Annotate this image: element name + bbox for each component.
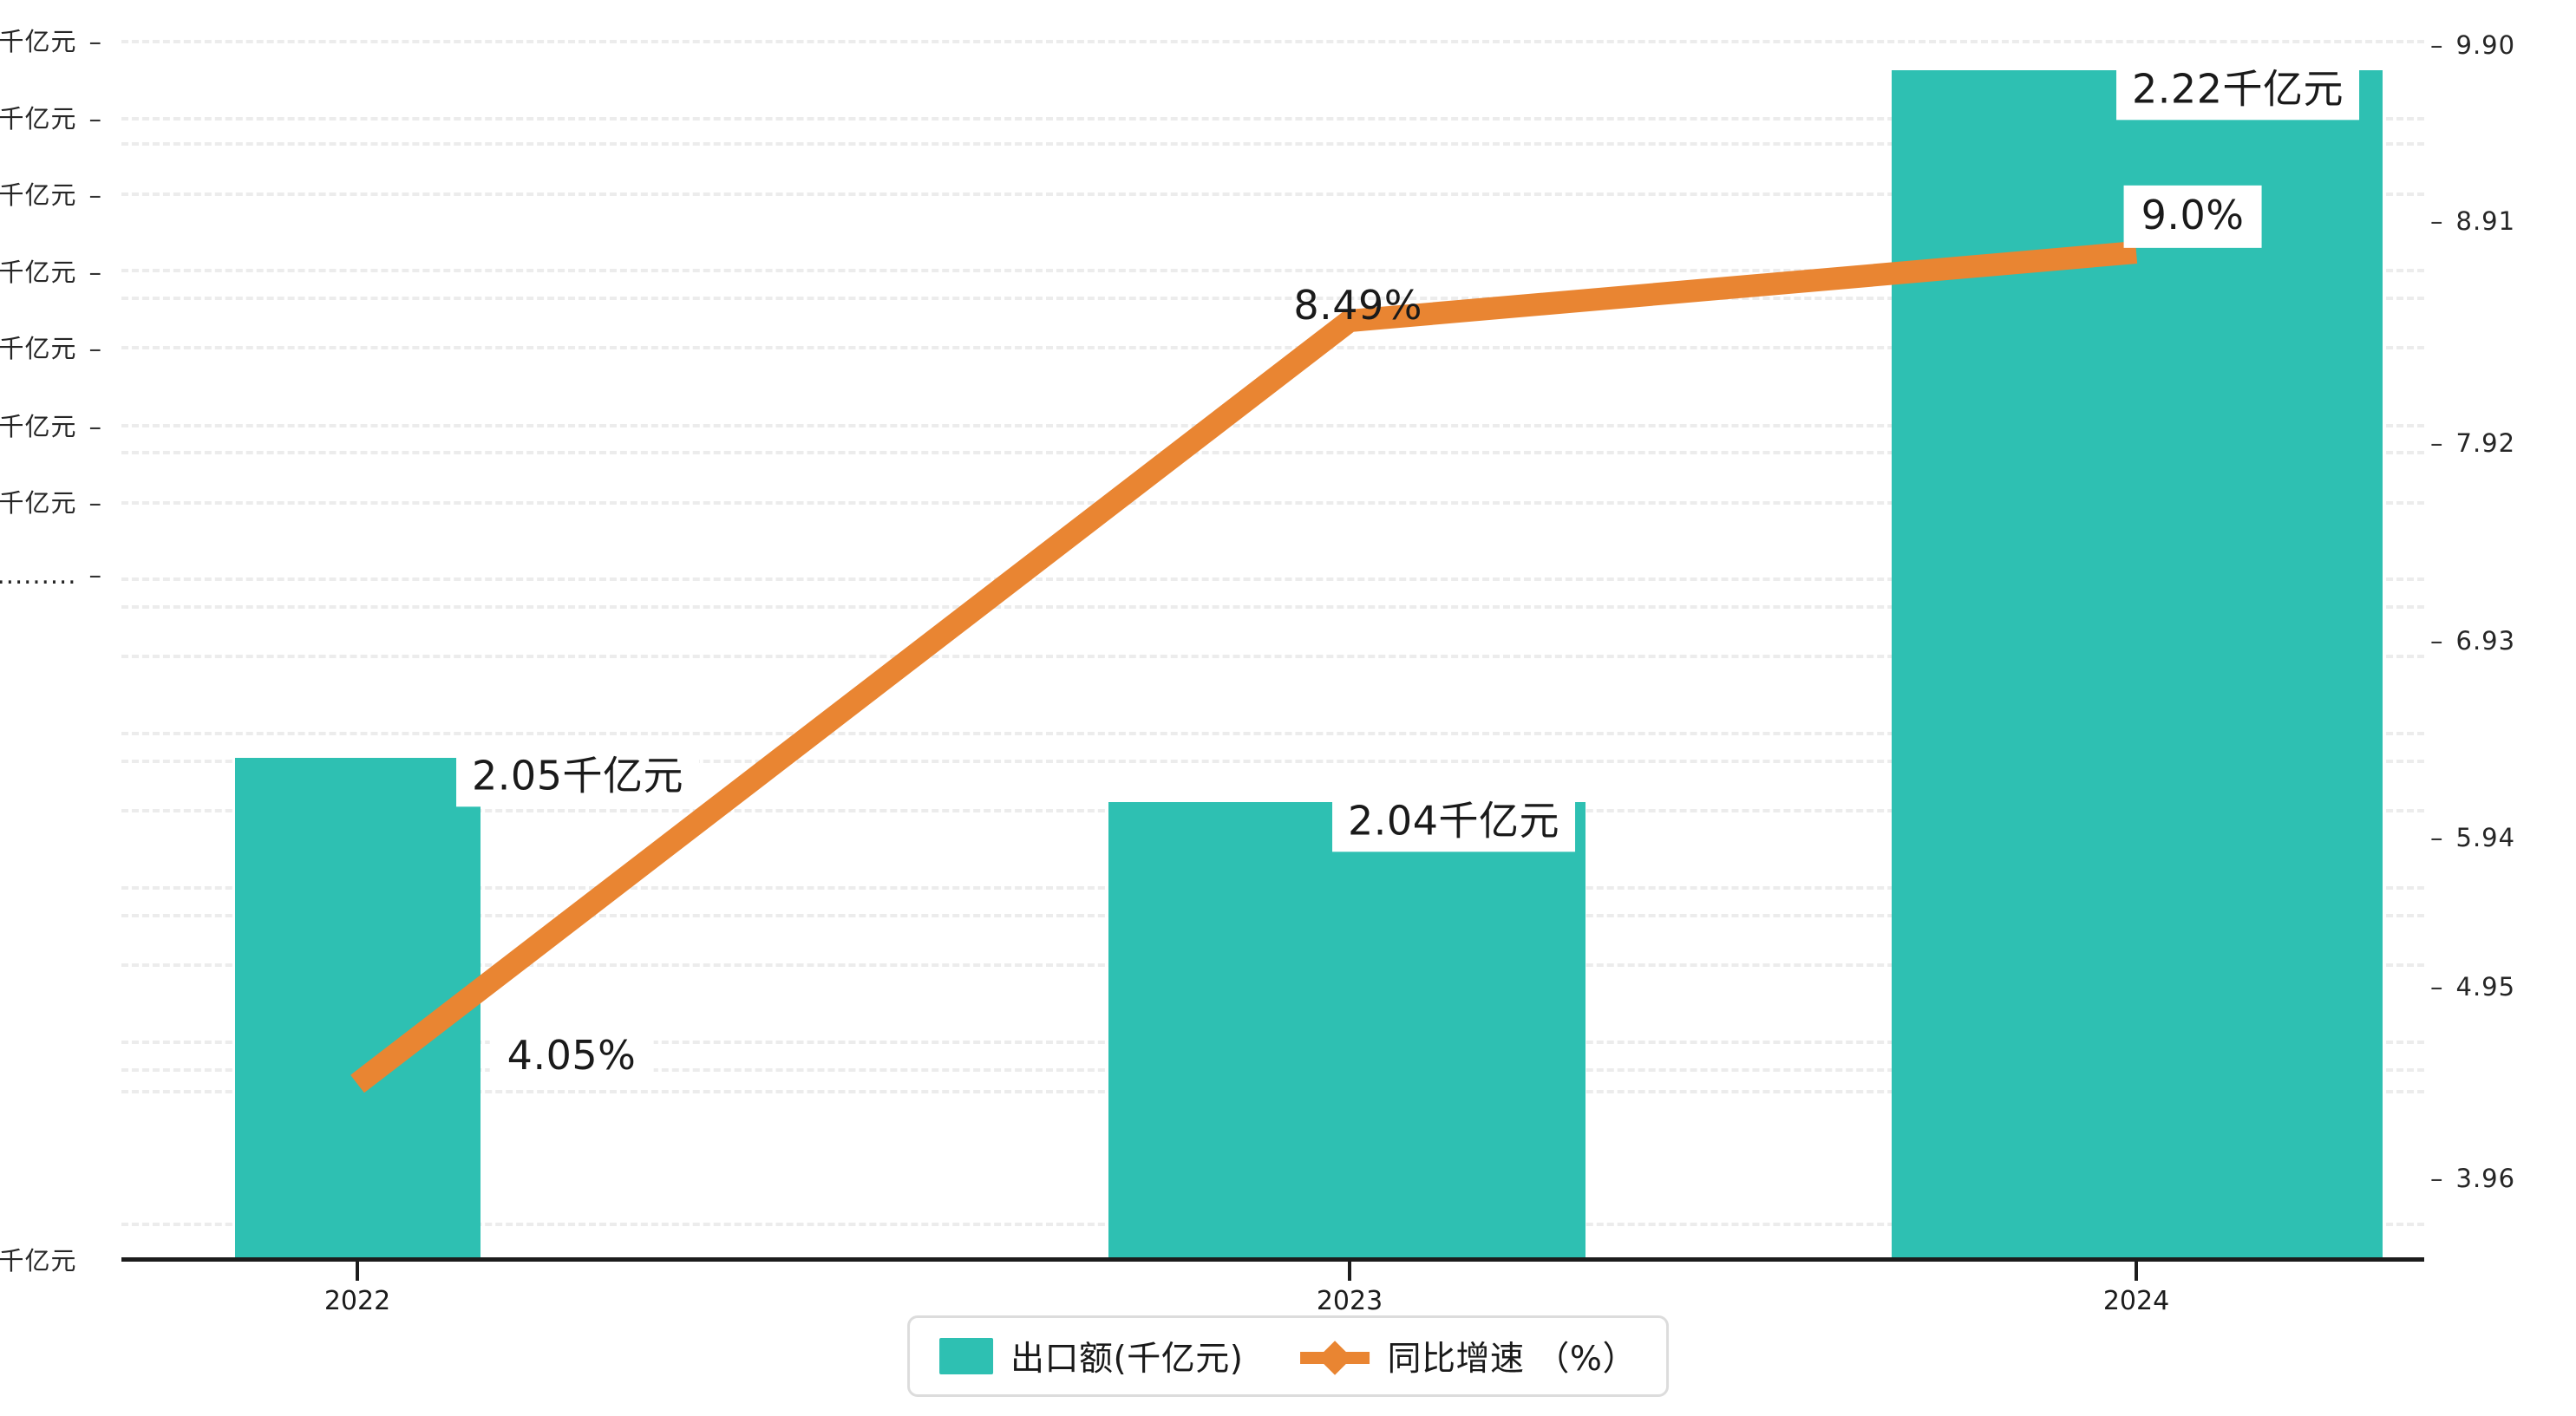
ytick-right-0: –9.90 xyxy=(2430,30,2516,60)
bar-2023[interactable] xyxy=(1108,802,1354,1259)
bar-2024[interactable] xyxy=(1892,70,2383,1259)
ytick-left-8: 0千亿元– xyxy=(0,1241,102,1277)
tick-dash: – xyxy=(2430,428,2444,458)
gridline xyxy=(121,142,2424,146)
ytick-right-6: –3.96 xyxy=(2430,1164,2516,1193)
tick-dash: – xyxy=(88,104,102,134)
tick-dash: – xyxy=(2430,1164,2444,1193)
tick-dash: – xyxy=(2430,626,2444,656)
tick-dash: – xyxy=(88,180,102,210)
ytick-left-1: 2.18千亿元– xyxy=(0,104,102,134)
ytick-left-3: 2.11千亿元– xyxy=(0,258,102,287)
gridline xyxy=(121,192,2424,196)
tick-dash: – xyxy=(2430,30,2444,60)
tick-dash: – xyxy=(88,412,102,441)
line-value-label-2023: 8.49% xyxy=(1293,281,1422,329)
legend-item-line[interactable]: 同比增速 （%） xyxy=(1300,1332,1636,1380)
xtick-label-2023: 2023 xyxy=(1316,1286,1383,1316)
legend-diamond-marker-icon xyxy=(1317,1341,1353,1375)
tick-dash: – xyxy=(88,560,102,590)
tick-dash: – xyxy=(2430,206,2444,236)
bar-2023-right-half[interactable] xyxy=(1354,802,1585,1259)
ytick-left-broken: ......... – xyxy=(0,560,102,590)
ytick-left-6: 2.0千亿元– xyxy=(0,488,102,518)
line-value-label-2024: 9.0% xyxy=(2123,185,2262,249)
ytick-left-4: 2.07千亿元– xyxy=(0,334,102,363)
tick-dash: – xyxy=(2430,823,2444,852)
xtick-mark-2023 xyxy=(1348,1262,1351,1281)
tick-dash: – xyxy=(2430,972,2444,1002)
ytick-right-3: –6.93 xyxy=(2430,626,2516,656)
xtick-mark-2024 xyxy=(2135,1262,2138,1281)
legend-label-bar: 出口额(千亿元) xyxy=(1010,1340,1244,1379)
bar-value-label-2024: 2.22千亿元 xyxy=(2116,62,2359,120)
bar-value-label-2023: 2.04千亿元 xyxy=(1332,794,1575,852)
ytick-left-2: 2.15千亿元– xyxy=(0,180,102,210)
xtick-label-2024: 2024 xyxy=(2102,1286,2170,1316)
xtick-mark-2022 xyxy=(356,1262,359,1281)
tick-dash: – xyxy=(88,27,102,56)
tick-dash: – xyxy=(88,488,102,518)
x-axis-baseline xyxy=(121,1257,2424,1262)
legend-label-line: 同比增速 （%） xyxy=(1387,1340,1637,1379)
ytick-left-0: 2.22千亿元– xyxy=(0,27,102,56)
chart-legend: 出口额(千亿元) 同比增速 （%） xyxy=(907,1315,1669,1397)
ytick-right-5: –4.95 xyxy=(2430,972,2516,1002)
ytick-right-1: –8.91 xyxy=(2430,206,2516,236)
ytick-left-5: 2.04千亿元– xyxy=(0,412,102,441)
xtick-label-2022: 2022 xyxy=(324,1286,391,1316)
line-value-label-2022: 4.05% xyxy=(489,1025,654,1089)
legend-item-bar[interactable]: 出口额(千亿元) xyxy=(939,1332,1243,1380)
tick-dash: – xyxy=(88,258,102,287)
bar-value-label-2022: 2.05千亿元 xyxy=(456,749,699,806)
ytick-right-4: –5.94 xyxy=(2430,823,2516,852)
tick-dash: – xyxy=(89,1246,103,1276)
ytick-right-2: –7.92 xyxy=(2430,428,2516,458)
gridline xyxy=(121,117,2424,121)
tick-dash: – xyxy=(88,334,102,363)
bar-2022[interactable] xyxy=(235,758,481,1259)
gridline xyxy=(121,40,2424,43)
legend-line-diamond-icon xyxy=(1300,1339,1370,1375)
legend-square-icon xyxy=(939,1338,994,1374)
